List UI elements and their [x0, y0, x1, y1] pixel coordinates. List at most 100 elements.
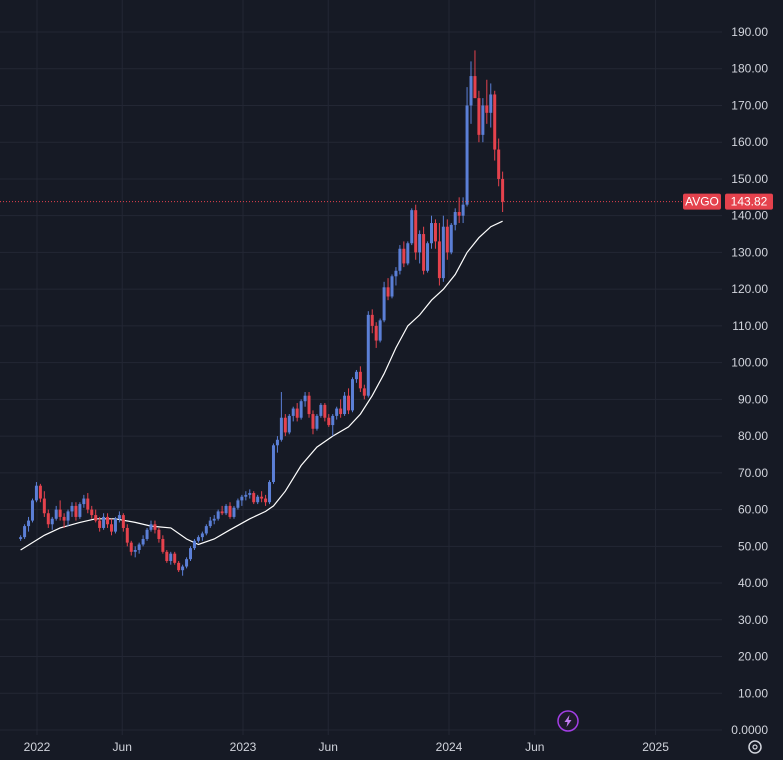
- candle-down: [129, 540, 133, 556]
- candle-body: [252, 493, 256, 503]
- candle-body: [370, 314, 374, 326]
- candle-down: [283, 414, 287, 437]
- candle-down: [177, 561, 181, 573]
- y-tick-label: 10.00: [738, 686, 768, 700]
- candle-body: [161, 538, 165, 552]
- candle-body: [307, 395, 311, 415]
- candle-body: [264, 498, 268, 503]
- candle-body: [343, 395, 347, 415]
- candle-down: [74, 502, 78, 521]
- candle-up: [256, 494, 260, 505]
- candle-body: [102, 516, 106, 528]
- candle-body: [94, 515, 98, 521]
- x-tick-label: 2024: [436, 740, 463, 754]
- candle-up: [192, 538, 196, 550]
- candle-up: [133, 546, 137, 558]
- candle-body: [177, 562, 181, 571]
- candle-body: [315, 415, 319, 429]
- candle-up: [465, 87, 469, 207]
- candle-up: [335, 406, 339, 420]
- candle-down: [125, 524, 129, 547]
- symbol-badge-box: [683, 193, 721, 210]
- candle-body: [449, 224, 453, 253]
- candle-down: [445, 219, 449, 260]
- candle-body: [406, 243, 410, 264]
- candle-body: [113, 518, 117, 532]
- y-tick-label: 150.00: [731, 172, 768, 186]
- candle-body: [426, 243, 430, 271]
- candle-up: [315, 414, 319, 431]
- time-axis[interactable]: 2022 Jun 2023 Jun 2024 Jun 2025: [24, 740, 670, 754]
- candle-body: [481, 105, 485, 135]
- candle-up: [441, 215, 445, 282]
- candle-up: [224, 504, 228, 516]
- candle-body: [271, 445, 275, 483]
- candle-body: [260, 496, 264, 499]
- candle-down: [94, 509, 98, 523]
- candle-body: [291, 408, 295, 416]
- candle-body: [204, 526, 208, 534]
- candle-down: [497, 138, 501, 187]
- price-axis[interactable]: 190.00 180.00 170.00 160.00 150.00 140.00 130.…: [731, 25, 768, 737]
- candle-body: [46, 513, 50, 525]
- symbol-badge: AVGO: [683, 193, 721, 210]
- y-tick-label: 100.00: [731, 356, 768, 370]
- candle-body: [200, 533, 204, 538]
- candle-up: [291, 406, 295, 422]
- candle-up: [331, 414, 335, 437]
- candle-up: [268, 480, 272, 505]
- y-tick-label: 70.00: [738, 466, 768, 480]
- candle-body: [232, 507, 236, 517]
- candle-up: [169, 551, 173, 565]
- candle-body: [58, 509, 62, 517]
- candle-body: [78, 504, 82, 517]
- candle-up: [27, 516, 31, 532]
- candle-down: [414, 204, 418, 260]
- candle-body: [398, 248, 402, 271]
- y-tick-label: 30.00: [738, 613, 768, 627]
- y-tick-label: 40.00: [738, 576, 768, 590]
- candle-up: [185, 557, 189, 569]
- candle-body: [129, 542, 133, 552]
- y-tick-label: 120.00: [731, 282, 768, 296]
- candle-up: [145, 527, 149, 541]
- candle-body: [422, 234, 426, 271]
- x-tick-label: Jun: [525, 740, 544, 754]
- candle-down: [433, 219, 437, 249]
- candle-up: [299, 399, 303, 420]
- candle-body: [477, 98, 481, 135]
- candle-up: [398, 245, 402, 275]
- candle-up: [406, 241, 410, 266]
- x-tick-label: Jun: [319, 740, 338, 754]
- candle-down: [260, 491, 264, 503]
- candle-body: [224, 505, 228, 514]
- candle-body: [220, 511, 224, 514]
- candle-up: [489, 83, 493, 128]
- candle-down: [323, 403, 327, 422]
- candle-body: [303, 395, 307, 402]
- candle-down: [121, 513, 125, 532]
- settings-button[interactable]: [748, 740, 762, 754]
- candle-down: [264, 494, 268, 506]
- candle-up: [303, 392, 307, 407]
- candle-up: [196, 535, 200, 543]
- candle-up: [382, 281, 386, 323]
- candle-body: [192, 540, 196, 549]
- candle-body: [256, 496, 260, 503]
- candle-body: [386, 287, 390, 297]
- gear-icon: [748, 740, 762, 754]
- candle-body: [42, 498, 46, 514]
- candle-body: [54, 509, 58, 519]
- candle-up: [23, 524, 27, 539]
- candle-up: [271, 443, 275, 484]
- candle-up: [141, 535, 145, 547]
- lightning-button[interactable]: [557, 710, 579, 732]
- candle-down: [362, 384, 366, 400]
- candle-down: [161, 535, 165, 554]
- candle-body: [149, 524, 153, 530]
- candle-body: [98, 520, 102, 528]
- candle-body: [473, 76, 477, 99]
- candle-down: [358, 366, 362, 393]
